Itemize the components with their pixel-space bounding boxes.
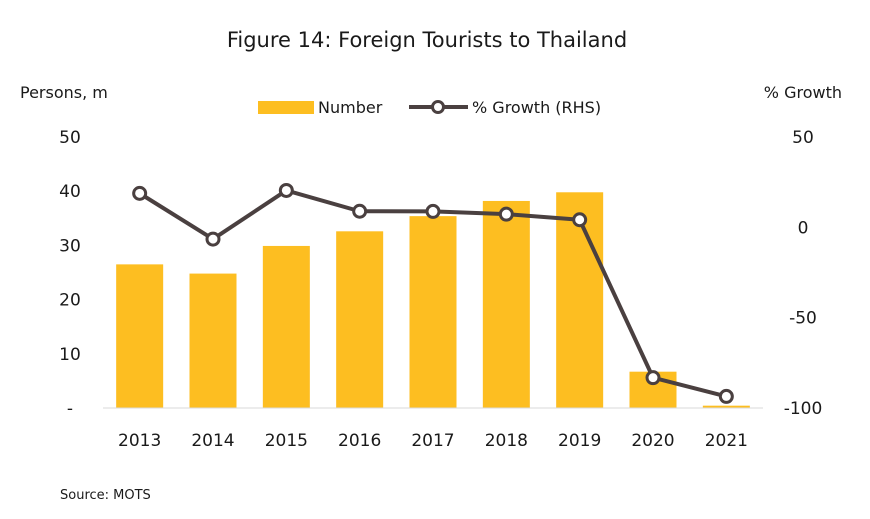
growth-point [352, 203, 368, 219]
left-tick-label: 20 [59, 291, 81, 311]
x-tick-label: 2017 [411, 431, 454, 451]
left-tick-label: 30 [59, 236, 81, 256]
legend-swatch-number [258, 101, 314, 114]
growth-point [132, 185, 148, 201]
legend-label-number: Number [318, 98, 383, 117]
right-axis-label: % Growth [764, 83, 842, 102]
left-tick-label: 50 [59, 128, 81, 148]
x-axis-ticks: 2013 2014 2015 2016 2017 2018 2019 2020 2021 [118, 431, 748, 451]
chart-title: Figure 14: Foreign Tourists to Thailand [227, 28, 627, 52]
growth-point [278, 182, 294, 198]
left-tick-label: 10 [59, 345, 81, 365]
x-tick-label: 2018 [485, 431, 528, 451]
right-tick-label: -50 [789, 309, 817, 329]
source-note: Source: MOTS [60, 488, 151, 503]
bar [409, 216, 457, 408]
x-tick-label: 2015 [265, 431, 308, 451]
growth-point [572, 212, 588, 228]
legend-marker-growth [431, 100, 445, 114]
growth-point [425, 203, 441, 219]
x-tick-label: 2016 [338, 431, 381, 451]
left-tick-label: - [67, 399, 73, 419]
left-axis-ticks: - 10 20 30 40 50 [59, 128, 81, 419]
right-axis-ticks: -100 -50 0 50 [784, 128, 823, 419]
bar [262, 245, 310, 408]
growth-point [645, 370, 661, 386]
left-tick-label: 40 [59, 182, 81, 202]
right-tick-label: 50 [792, 128, 814, 148]
growth-point [718, 388, 734, 404]
right-tick-label: -100 [784, 399, 823, 419]
bar [482, 200, 530, 408]
x-tick-label: 2013 [118, 431, 161, 451]
bar-series [116, 192, 750, 408]
bar [116, 264, 164, 408]
x-tick-label: 2014 [191, 431, 234, 451]
bar [336, 231, 384, 408]
growth-point [205, 231, 221, 247]
x-tick-label: 2020 [631, 431, 674, 451]
bar [189, 273, 237, 408]
legend-label-growth: % Growth (RHS) [472, 98, 601, 117]
right-tick-label: 0 [798, 218, 809, 238]
left-axis-label: Persons, m [20, 83, 108, 102]
bar [702, 405, 750, 408]
x-tick-label: 2019 [558, 431, 601, 451]
legend: Number % Growth (RHS) [258, 98, 601, 117]
growth-line-series [132, 182, 734, 404]
x-tick-label: 2021 [705, 431, 748, 451]
growth-point [498, 206, 514, 222]
bar [556, 192, 604, 408]
